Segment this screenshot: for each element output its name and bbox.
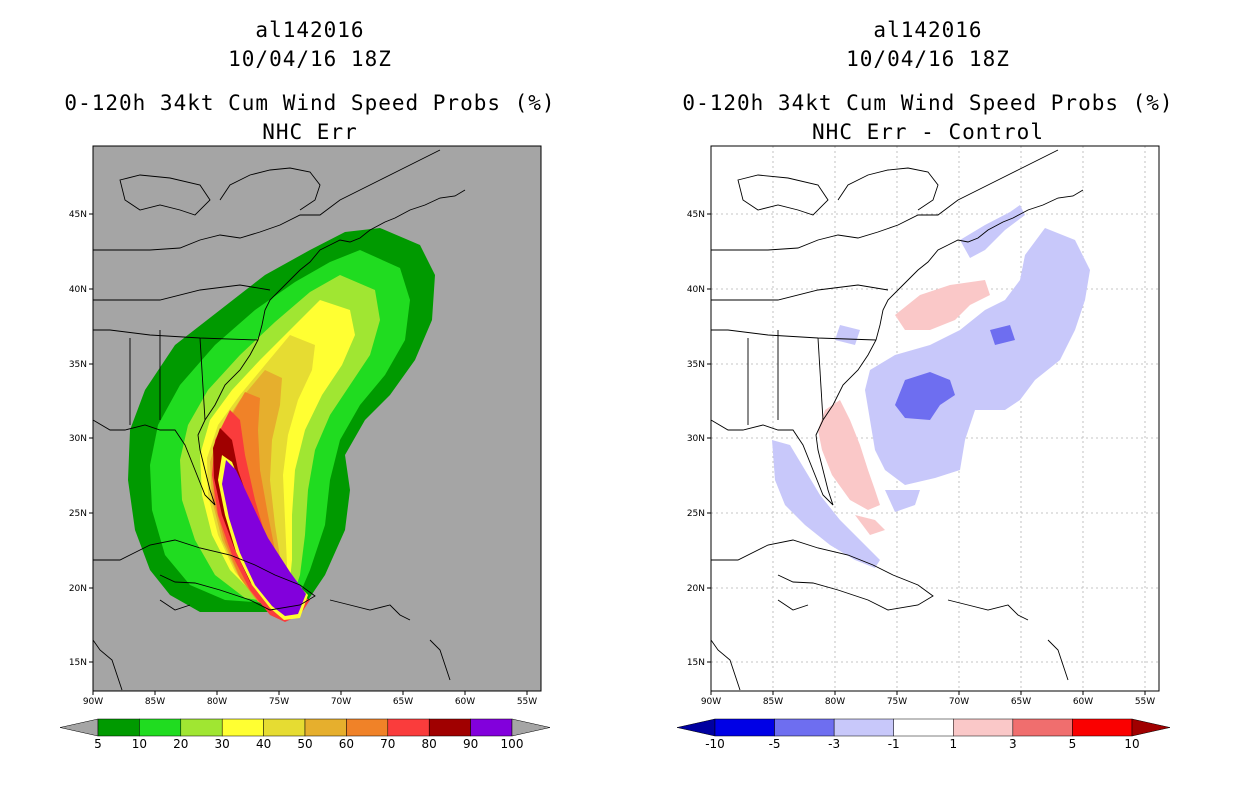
left-colorbar-label: 5 <box>94 737 102 751</box>
right-subtitle: NHC Err - Control <box>812 120 1044 144</box>
right-lon-label: 75W <box>887 697 907 707</box>
right-lat-label: 15N <box>687 658 705 668</box>
right-colorbar-label: 1 <box>949 737 957 751</box>
left-lat-label: 35N <box>69 360 87 370</box>
left-colorbar-label: 100 <box>501 737 524 751</box>
right-lon-label: 70W <box>949 697 969 707</box>
left-lon-label: 75W <box>269 697 289 707</box>
right-colorbar-label: -3 <box>828 737 840 751</box>
right-colorbar-bin <box>1012 718 1073 737</box>
left-lat-label: 30N <box>69 434 87 444</box>
right-region-neg3-c <box>772 440 880 568</box>
right-product-title: 0-120h 34kt Cum Wind Speed Probs (%) <box>682 91 1174 115</box>
left-lat-label: 15N <box>69 658 87 668</box>
right-colorbar-bin <box>893 718 954 737</box>
right-axis-labels: 90W 85W 80W 75W 70W 65W 60W 55W 45N 40N 35N 30N 25N 2… <box>687 210 1155 707</box>
left-datetime: 10/04/16 18Z <box>228 47 392 71</box>
right-region-neg5-a <box>895 372 955 420</box>
left-storm-id: al142016 <box>255 18 365 42</box>
right-datetime: 10/04/16 18Z <box>846 47 1010 71</box>
left-colorbar-bin <box>180 718 223 737</box>
right-region-pos3-a <box>895 280 990 330</box>
right-colorbar-bin <box>833 718 894 737</box>
left-colorbar-bin <box>139 718 182 737</box>
left-colorbar-label: 10 <box>132 737 147 751</box>
left-colorbar-bin <box>470 718 513 737</box>
left-colorbar-label: 70 <box>380 737 395 751</box>
left-axis-labels: 90W 85W 80W 75W 70W 65W 60W 55W 45N 40N 35N 30N 25N 2… <box>69 210 537 707</box>
right-lat-label: 35N <box>687 360 705 370</box>
right-difference-field <box>711 146 1159 691</box>
left-colorbar-label: 80 <box>422 737 437 751</box>
left-colorbar-label: 40 <box>256 737 271 751</box>
left-lon-label: 65W <box>393 697 413 707</box>
left-colorbar-over-triangle <box>511 718 551 737</box>
right-region-neg3-a <box>865 228 1090 485</box>
left-colorbar-bin <box>221 718 264 737</box>
left-colorbar-under-triangle <box>59 718 99 737</box>
right-colorbar-bin <box>953 718 1014 737</box>
right-colorbar-bin <box>774 718 835 737</box>
right-lon-label: 80W <box>825 697 845 707</box>
left-lon-label: 70W <box>331 697 351 707</box>
left-colorbar-bin <box>346 718 389 737</box>
right-colorbar: -10 -5 -3 -1 1 3 5 10 <box>676 718 1171 751</box>
right-colorbar-under-triangle <box>676 718 716 737</box>
left-lat-label: 45N <box>69 210 87 220</box>
left-colorbar-bin <box>97 718 140 737</box>
right-colorbar-label: -10 <box>705 737 725 751</box>
right-map-panel <box>710 145 1160 692</box>
right-colorbar-label: 3 <box>1009 737 1017 751</box>
right-storm-id: al142016 <box>873 18 983 42</box>
left-colorbar-bin <box>387 718 430 737</box>
right-lat-label: 20N <box>687 584 705 594</box>
right-lat-label: 25N <box>687 509 705 519</box>
right-region-pos3-b <box>818 400 880 510</box>
left-colorbar-label: 90 <box>463 737 478 751</box>
right-lon-label: 90W <box>701 697 721 707</box>
right-colorbar-label: 10 <box>1124 737 1139 751</box>
right-region-neg3-d <box>885 490 920 512</box>
right-lon-label: 85W <box>763 697 783 707</box>
left-colorbar-label: 60 <box>339 737 354 751</box>
right-colorbar-label: -1 <box>888 737 900 751</box>
left-lat-label: 20N <box>69 584 87 594</box>
right-lon-label: 55W <box>1135 697 1155 707</box>
right-region-neg5-b <box>990 325 1015 345</box>
left-map-panel <box>92 145 542 692</box>
left-probability-field <box>93 149 466 691</box>
right-lon-label: 65W <box>1011 697 1031 707</box>
left-colorbar-bin <box>263 718 306 737</box>
left-colorbar-label: 30 <box>215 737 230 751</box>
right-lat-label: 45N <box>687 210 705 220</box>
right-lat-label: 30N <box>687 434 705 444</box>
left-colorbar-label: 50 <box>297 737 312 751</box>
right-region-neg3-e <box>835 325 860 345</box>
left-colorbar-bin <box>304 718 347 737</box>
right-colorbar-label: -5 <box>769 737 781 751</box>
right-region-neg3-b <box>960 205 1025 258</box>
left-colorbar: 5 10 20 30 40 50 60 70 80 90 100 <box>59 718 551 751</box>
right-colorbar-label: 5 <box>1069 737 1077 751</box>
right-region-pos3-c <box>855 515 885 535</box>
left-lon-label: 60W <box>455 697 475 707</box>
left-lon-label: 85W <box>145 697 165 707</box>
left-lon-label: 90W <box>83 697 103 707</box>
left-lat-label: 25N <box>69 509 87 519</box>
right-colorbar-bin <box>1072 718 1133 737</box>
right-lon-label: 60W <box>1073 697 1093 707</box>
left-contour-100 <box>222 460 306 616</box>
left-product-title: 0-120h 34kt Cum Wind Speed Probs (%) <box>64 91 556 115</box>
left-lon-label: 55W <box>517 697 537 707</box>
left-colorbar-bin <box>428 718 471 737</box>
right-gridlines <box>711 146 1159 691</box>
left-colorbar-label: 20 <box>173 737 188 751</box>
right-colorbar-bin <box>714 718 775 737</box>
right-colorbar-over-triangle <box>1131 718 1171 737</box>
left-lat-label: 40N <box>69 285 87 295</box>
right-lat-label: 40N <box>687 285 705 295</box>
left-subtitle: NHC Err <box>262 120 358 144</box>
left-lon-label: 80W <box>207 697 227 707</box>
